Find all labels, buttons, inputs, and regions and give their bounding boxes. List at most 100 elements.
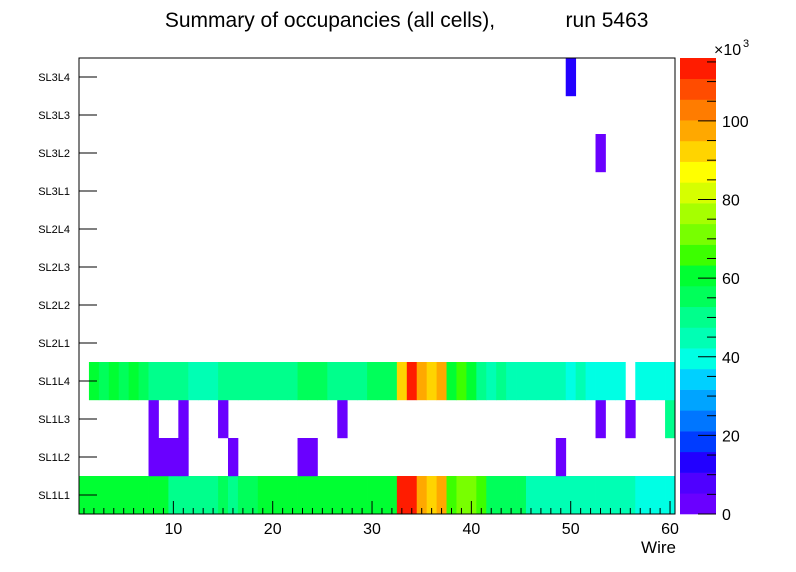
heatmap-cell-SL1L3-w11 bbox=[178, 400, 189, 439]
heatmap-cell-SL1L4-w45 bbox=[516, 362, 527, 401]
heatmap-cell-SL1L4-w43 bbox=[496, 362, 507, 401]
palette-swatch-16 bbox=[680, 161, 716, 183]
heatmap-cell-SL1L4-w29 bbox=[357, 362, 368, 401]
heatmap-cell-SL1L4-w59 bbox=[655, 362, 666, 401]
x-tick-label-60: 60 bbox=[661, 521, 679, 538]
heatmap-cell-SL1L2-w24 bbox=[307, 438, 318, 477]
heatmap-cell-SL1L1-w55 bbox=[615, 476, 626, 515]
heatmap-cell-SL1L3-w15 bbox=[218, 400, 229, 439]
heatmap-cell-SL1L1-w20 bbox=[267, 476, 279, 515]
y-tick-label-SL3L2: SL3L2 bbox=[38, 148, 70, 160]
heatmap-cell-SL1L1-w12 bbox=[188, 476, 199, 515]
palette-swatch-0 bbox=[680, 493, 716, 515]
chart-title: Summary of occupancies (all cells), bbox=[165, 9, 495, 32]
palette-swatch-9 bbox=[680, 306, 716, 328]
heatmap-cell-SL1L4-w42 bbox=[486, 362, 497, 401]
heatmap-cell-SL1L3-w56 bbox=[625, 400, 636, 439]
heatmap-cell-SL1L2-w10 bbox=[168, 438, 179, 477]
heatmap-cell-SL1L4-w16 bbox=[228, 362, 239, 401]
palette-swatch-2 bbox=[680, 451, 716, 473]
heatmap-cell-SL1L4-w38 bbox=[446, 362, 457, 401]
palette-swatch-11 bbox=[680, 265, 716, 287]
heatmap-cell-SL1L4-w9 bbox=[158, 362, 169, 401]
palette-swatch-4 bbox=[680, 410, 716, 432]
heatmap-cell-SL1L4-w14 bbox=[208, 362, 219, 401]
heatmap-cell-SL1L1-w4 bbox=[108, 476, 120, 515]
heatmap-cell-SL1L4-w34 bbox=[406, 362, 418, 401]
z-tick-label-20: 20 bbox=[722, 428, 740, 445]
z-tick-label-60: 60 bbox=[722, 271, 740, 288]
y-tick-label-SL1L3: SL1L3 bbox=[38, 414, 70, 426]
heatmap-cell-SL1L4-w6 bbox=[128, 362, 139, 401]
heatmap-cell-SL1L1-w56 bbox=[625, 476, 636, 515]
heatmap-cell-SL1L4-w47 bbox=[535, 362, 547, 401]
heatmap-cell-SL1L3-w60 bbox=[665, 400, 676, 439]
x-tick-label-20: 20 bbox=[264, 521, 282, 538]
palette-swatch-13 bbox=[680, 223, 716, 245]
y-tick-label-SL1L2: SL1L2 bbox=[38, 452, 70, 464]
heatmap-cell-SL1L4-w50 bbox=[565, 362, 577, 401]
z-multiplier: ×10 bbox=[714, 42, 741, 59]
heatmap-cell-SL1L1-w35 bbox=[416, 476, 428, 515]
palette-swatch-21 bbox=[680, 58, 716, 80]
heatmap-cell-SL1L1-w14 bbox=[208, 476, 219, 515]
heatmap-cell-SL1L4-w13 bbox=[198, 362, 209, 401]
palette-swatch-6 bbox=[680, 368, 716, 390]
palette-swatch-12 bbox=[680, 244, 716, 266]
plot-frame bbox=[78, 57, 676, 515]
color-scale bbox=[680, 58, 716, 515]
heatmap-cell-SL1L4-w20 bbox=[267, 362, 279, 401]
heatmap-cell-SL1L1-w28 bbox=[347, 476, 358, 515]
heatmap-cell-SL1L1-w31 bbox=[377, 476, 388, 515]
heatmap-cell-SL1L4-w7 bbox=[138, 362, 149, 401]
heatmap-cell-SL1L1-w22 bbox=[287, 476, 298, 515]
heatmap-cell-SL1L4-w28 bbox=[347, 362, 358, 401]
heatmap-cell-SL1L3-w27 bbox=[337, 400, 348, 439]
heatmap-cell-SL1L1-w33 bbox=[396, 476, 408, 515]
palette-swatch-5 bbox=[680, 389, 716, 411]
heatmap-cell-SL1L4-w53 bbox=[595, 362, 606, 401]
heatmap-cell-SL1L4-w60 bbox=[665, 362, 676, 401]
heatmap-cell-SL1L4-w26 bbox=[327, 362, 338, 401]
heatmap-cell-SL1L1-w24 bbox=[307, 476, 318, 515]
heatmap-cell-SL1L1-w49 bbox=[555, 476, 567, 515]
heatmap-cell-SL1L1-w37 bbox=[436, 476, 447, 515]
heatmap-cell-SL1L1-w6 bbox=[128, 476, 139, 515]
palette-swatch-10 bbox=[680, 286, 716, 308]
heatmap-cell-SL1L3-w53 bbox=[595, 400, 606, 439]
heatmap-cell-SL1L1-w29 bbox=[357, 476, 368, 515]
heatmap-cell-SL1L4-w41 bbox=[476, 362, 487, 401]
heatmap-cell-SL1L2-w23 bbox=[297, 438, 308, 477]
heatmap-cell-SL1L1-w38 bbox=[446, 476, 457, 515]
y-tick-label-SL3L3: SL3L3 bbox=[38, 110, 70, 122]
heatmap-cell-SL1L4-w49 bbox=[555, 362, 567, 401]
palette-swatch-20 bbox=[680, 78, 716, 100]
x-axis-title: Wire bbox=[641, 538, 676, 557]
heatmap-cell-SL1L1-w11 bbox=[178, 476, 189, 515]
heatmap-cell-SL1L1-w40 bbox=[466, 476, 477, 515]
heatmap-cell-SL1L1-w15 bbox=[218, 476, 229, 515]
y-tick-label-SL3L4: SL3L4 bbox=[38, 72, 70, 84]
heatmap-cell-SL1L1-w60 bbox=[665, 476, 676, 515]
palette-swatch-7 bbox=[680, 348, 716, 370]
heatmap-cell-SL1L1-w25 bbox=[317, 476, 328, 515]
heatmap-cell-SL1L4-w8 bbox=[148, 362, 159, 401]
heatmap-cell-SL1L4-w52 bbox=[585, 362, 596, 401]
heatmap-cell-SL1L1-w13 bbox=[198, 476, 209, 515]
heatmap-cell-SL3L2-w53 bbox=[595, 134, 606, 173]
y-tick-label-SL3L1: SL3L1 bbox=[38, 186, 70, 198]
palette-swatch-18 bbox=[680, 120, 716, 142]
heatmap-cell-SL1L1-w36 bbox=[426, 476, 437, 515]
heatmap-cell-SL1L4-w44 bbox=[506, 362, 517, 401]
heatmap-cell-SL1L1-w53 bbox=[595, 476, 606, 515]
heatmap-cell-SL1L1-w42 bbox=[486, 476, 497, 515]
palette-swatch-19 bbox=[680, 99, 716, 121]
y-tick-label-SL1L1: SL1L1 bbox=[38, 490, 70, 502]
heatmap-cell-SL1L1-w43 bbox=[496, 476, 507, 515]
heatmap-cell-SL1L1-w8 bbox=[148, 476, 159, 515]
heatmap-cell-SL1L4-w57 bbox=[635, 362, 646, 401]
heatmap-cell-SL1L4-w22 bbox=[287, 362, 298, 401]
x-tick-label-40: 40 bbox=[462, 521, 480, 538]
heatmap-cell-SL1L1-w5 bbox=[118, 476, 130, 515]
heatmap-cell-SL3L4-w50 bbox=[565, 58, 577, 97]
